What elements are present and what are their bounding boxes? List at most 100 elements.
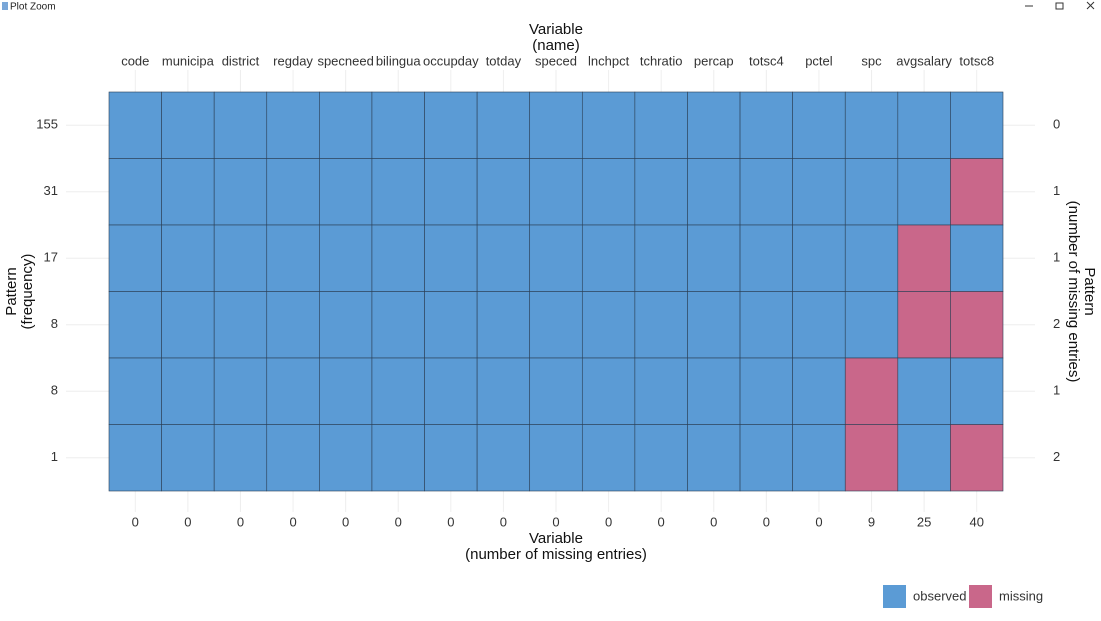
- pattern-cell: [529, 224, 583, 292]
- pattern-cell: [213, 224, 268, 292]
- pattern-cell: [687, 291, 741, 359]
- variable-missing-label: 0: [289, 514, 296, 529]
- pattern-cell: [476, 158, 531, 226]
- variable-name: occupday: [423, 53, 479, 68]
- pattern-cell: [319, 224, 373, 292]
- variable-name: district: [222, 53, 260, 68]
- variable-name: percap: [694, 53, 734, 68]
- variable-missing-label: 0: [184, 514, 191, 529]
- pattern-cell: [476, 91, 531, 159]
- pattern-cell: [476, 424, 531, 492]
- variable-name: totsc4: [749, 53, 784, 68]
- pattern-cell: [161, 424, 215, 492]
- pattern-cell: [634, 91, 688, 159]
- pattern-cell: [371, 158, 425, 226]
- pattern-frequency-label: 8: [51, 316, 58, 331]
- pattern-cell: [792, 291, 846, 359]
- pattern-cell: [897, 224, 951, 292]
- pattern-cell: [161, 224, 215, 292]
- pattern-cell: [897, 424, 951, 492]
- pattern-cell: [739, 424, 793, 492]
- pattern-cell: [213, 291, 268, 359]
- pattern-cell: [266, 91, 320, 159]
- pattern-cell: [266, 291, 320, 359]
- pattern-cell: [266, 424, 320, 492]
- pattern-cell: [844, 158, 899, 226]
- variable-name: totday: [486, 53, 522, 68]
- variable-missing-label: 40: [969, 514, 983, 529]
- pattern-cell: [371, 424, 425, 492]
- variable-missing-label: 0: [552, 514, 559, 529]
- variable-name: regday: [273, 53, 313, 68]
- legend-swatch: [883, 585, 906, 608]
- pattern-cell: [213, 357, 268, 425]
- pattern-cell: [687, 357, 741, 425]
- pattern-cell: [581, 91, 636, 159]
- x-top-title: (name): [532, 37, 580, 54]
- pattern-cell: [950, 357, 1004, 425]
- pattern-cell: [739, 224, 793, 292]
- pattern-cell: [792, 91, 846, 159]
- pattern-cell: [581, 224, 636, 292]
- pattern-cell: [844, 291, 899, 359]
- pattern-cell: [687, 224, 741, 292]
- pattern-missing-label: 1: [1053, 383, 1060, 398]
- pattern-cell: [581, 357, 636, 425]
- x-bottom-title: (number of missing entries): [465, 546, 647, 563]
- close-button[interactable]: [1086, 1, 1095, 10]
- window-title: Plot Zoom: [10, 2, 56, 13]
- variable-name: avgsalary: [896, 53, 952, 68]
- pattern-cell: [371, 91, 425, 159]
- pattern-cell: [371, 291, 425, 359]
- variable-missing-label: 0: [132, 514, 139, 529]
- variable-missing-label: 0: [500, 514, 507, 529]
- window-icon: [2, 2, 8, 10]
- pattern-cell: [424, 158, 478, 226]
- variable-missing-label: 0: [237, 514, 244, 529]
- pattern-cell: [371, 224, 425, 292]
- pattern-cell: [581, 158, 636, 226]
- pattern-cell: [213, 91, 268, 159]
- pattern-cell: [476, 357, 531, 425]
- variable-missing-label: 9: [868, 514, 875, 529]
- pattern-cell: [424, 291, 478, 359]
- pattern-cell: [634, 158, 688, 226]
- variable-missing-label: 0: [763, 514, 770, 529]
- pattern-frequency-label: 17: [44, 250, 58, 265]
- pattern-cell: [897, 357, 951, 425]
- variable-missing-label: 25: [917, 514, 931, 529]
- variable-name: totsc8: [959, 53, 994, 68]
- variable-name: specneed: [317, 53, 373, 68]
- pattern-cell: [792, 424, 846, 492]
- pattern-cell: [897, 158, 951, 226]
- pattern-cell: [424, 91, 478, 159]
- pattern-cell: [161, 291, 215, 359]
- pattern-cell: [792, 224, 846, 292]
- pattern-cell: [634, 224, 688, 292]
- pattern-cell: [634, 424, 688, 492]
- pattern-cell: [897, 291, 951, 359]
- pattern-missing-label: 2: [1053, 316, 1060, 331]
- pattern-cell: [108, 357, 162, 425]
- variable-missing-label: 0: [395, 514, 402, 529]
- maximize-button[interactable]: [1055, 2, 1064, 10]
- pattern-cell: [950, 224, 1004, 292]
- pattern-cell: [687, 158, 741, 226]
- pattern-frequency-label: 1: [51, 449, 58, 464]
- pattern-cell: [319, 291, 373, 359]
- pattern-frequency-label: 8: [51, 383, 58, 398]
- pattern-cell: [897, 91, 951, 159]
- pattern-cell: [634, 357, 688, 425]
- pattern-cell: [529, 291, 583, 359]
- pattern-cell: [266, 224, 320, 292]
- pattern-cell: [529, 91, 583, 159]
- pattern-cell: [529, 158, 583, 226]
- variable-name: tchratio: [640, 53, 683, 68]
- pattern-cell: [108, 291, 162, 359]
- pattern-frequency-label: 31: [44, 183, 58, 198]
- pattern-cell: [213, 424, 268, 492]
- variable-missing-label: 0: [815, 514, 822, 529]
- pattern-missing-label: 2: [1053, 449, 1060, 464]
- pattern-cell: [844, 91, 899, 159]
- pattern-cell: [950, 158, 1004, 226]
